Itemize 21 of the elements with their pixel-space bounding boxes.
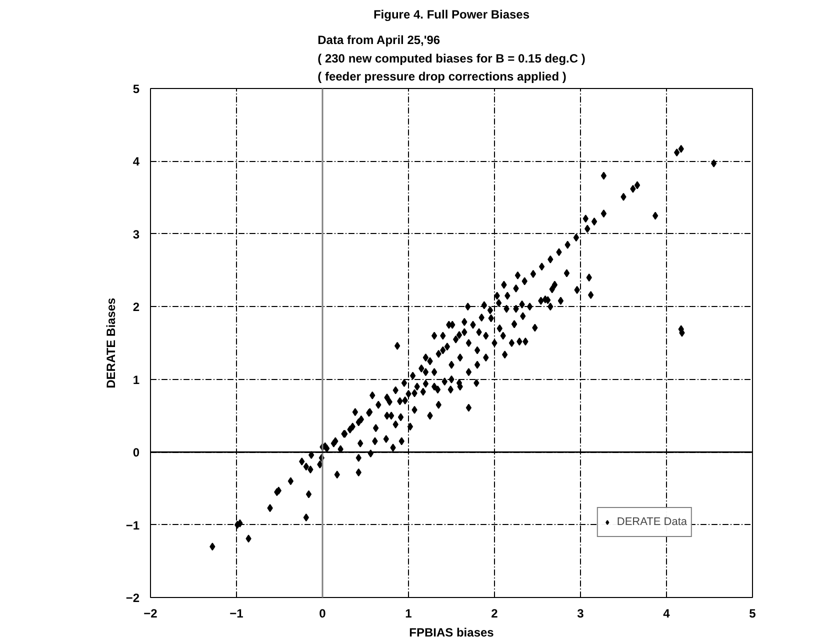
- legend-label: DERATE Data: [616, 516, 687, 528]
- y-tick-label: 2: [132, 300, 140, 314]
- x-tick-label: 3: [577, 606, 584, 620]
- x-tick-label: 5: [749, 606, 756, 620]
- x-axis-title: FPBIAS biases: [409, 626, 494, 640]
- y-tick-label: −1: [126, 518, 140, 532]
- y-tick-label: 4: [132, 154, 140, 169]
- y-axis-title: DERATE Biases: [104, 297, 118, 388]
- x-tick-label: −2: [144, 606, 158, 620]
- x-tick-label: 1: [405, 606, 412, 620]
- y-tick-label: 1: [132, 372, 140, 387]
- y-tick-label: 5: [132, 82, 140, 96]
- x-tick-label: 0: [319, 606, 326, 620]
- y-tick-label: 0: [132, 446, 140, 460]
- y-tick-label: −2: [126, 591, 140, 605]
- x-tick-label: −1: [230, 606, 244, 620]
- y-tick-label: 3: [132, 227, 140, 242]
- x-tick-label: 2: [491, 606, 498, 620]
- chart-title: Figure 4. Full Power Biases: [373, 8, 530, 22]
- chart-subtitle: Data from April 25,'96 ( 230 new computed biases for B = 0.15 deg.C ) ( feeder pressure drop corrections applied ): [318, 33, 586, 84]
- x-tick-label: 4: [663, 606, 670, 620]
